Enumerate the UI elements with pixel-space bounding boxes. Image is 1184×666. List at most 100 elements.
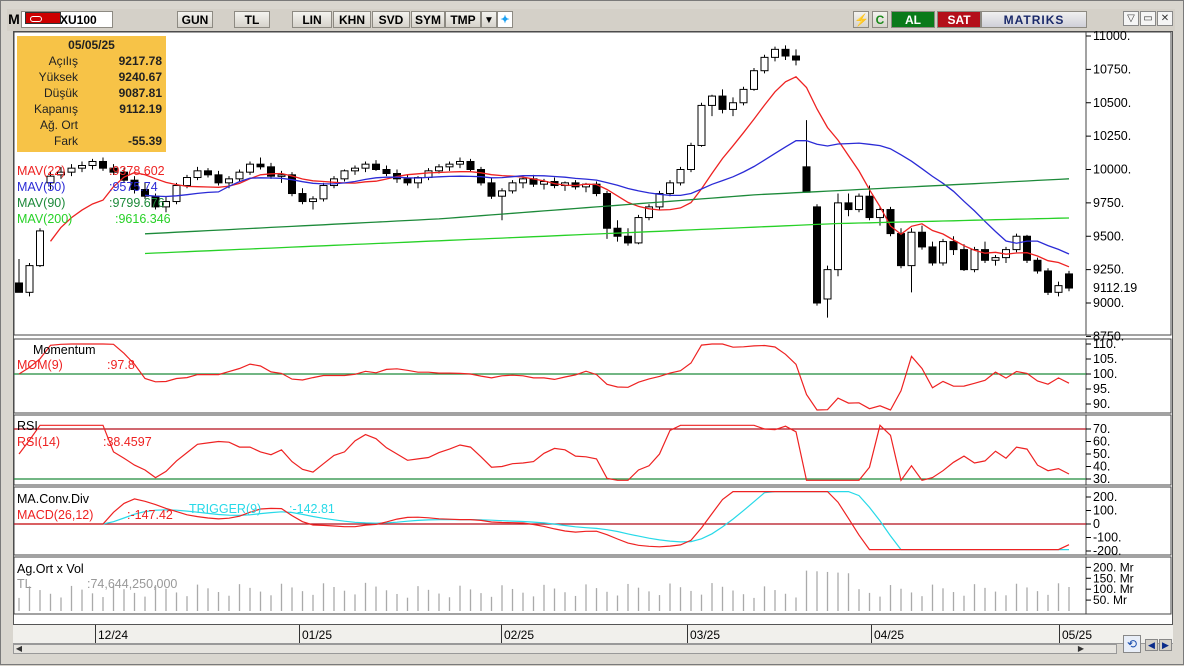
info-row: Yüksek 9240.67 — [17, 70, 166, 86]
mom-tick-label: 100. — [1093, 367, 1117, 381]
momentum-title: Momentum — [33, 343, 96, 357]
scroll-left-icon[interactable]: ◀ — [15, 644, 23, 653]
macd-tick-label: 100. — [1093, 504, 1117, 518]
nav-right-icon[interactable]: ▶ — [1159, 639, 1172, 651]
price-tick-label: 10250. — [1093, 129, 1131, 143]
candle-body — [78, 164, 86, 169]
legend-ma200-name: MAV(200) — [17, 212, 73, 226]
rsi-tick-label: 40. — [1093, 460, 1110, 474]
info-label: Fark — [54, 134, 78, 148]
save-button[interactable]: SVD — [372, 11, 410, 28]
candle-body — [613, 227, 622, 237]
date-gridline — [501, 625, 502, 643]
candle-type-button[interactable]: KHN — [333, 11, 371, 28]
lightning-icon[interactable]: ⚡ — [853, 11, 869, 28]
volume-unit: TL — [17, 577, 32, 591]
exchange-logo-icon — [25, 12, 61, 24]
dropdown-icon[interactable]: ▽ — [1123, 11, 1139, 26]
horizontal-scrollbar[interactable]: ◀ ▶ — [13, 644, 1117, 654]
period-button[interactable]: GUN — [177, 11, 213, 28]
macd-legend: MACD(26,12):-147.42 — [17, 508, 173, 523]
sell-button[interactable]: SAT — [937, 11, 981, 28]
sync-icon[interactable]: ⟲ — [1123, 635, 1141, 653]
candle-body — [183, 177, 191, 187]
momentum-legend: MOM(9):97.8 — [17, 358, 135, 373]
price-tick-label: 9750. — [1093, 196, 1124, 210]
price-tick-label: 10750. — [1093, 62, 1131, 76]
date-tick-label: 02/25 — [504, 628, 535, 642]
ma22-line — [49, 76, 1070, 268]
minimize-icon[interactable]: ▭ — [1140, 11, 1156, 26]
info-row: Ağ. Ort — [17, 118, 166, 134]
candle-body — [897, 233, 905, 267]
candle-body — [960, 249, 968, 271]
candle-body — [655, 193, 664, 208]
vol-tick-label: 150. Mr — [1093, 571, 1134, 585]
ma50-line — [144, 139, 1070, 255]
candle-body — [130, 179, 139, 191]
candle-body — [361, 163, 370, 169]
candle-body — [319, 185, 328, 200]
candle-body — [456, 160, 464, 165]
nav-left-icon[interactable]: ◀ — [1145, 639, 1158, 651]
candle-body — [519, 178, 527, 184]
last-price-bg — [1088, 280, 1162, 297]
close-icon[interactable]: ✕ — [1157, 11, 1173, 26]
candle-body — [781, 48, 790, 57]
macd-tick-label: -200. — [1093, 544, 1122, 558]
legend-ma22-value: :9378.602 — [109, 164, 165, 178]
candle-body — [288, 174, 296, 195]
candle-body — [1023, 235, 1031, 261]
currency-button[interactable]: TL — [234, 11, 270, 28]
candle-body — [624, 235, 632, 244]
linear-scale-button[interactable]: LIN — [292, 11, 332, 28]
info-row: Açılış 9217.78 — [17, 54, 166, 70]
symbol-button[interactable]: SYM — [411, 11, 445, 28]
chart-nav: ⟲ ◀ ▶ — [1119, 633, 1175, 657]
candle-body — [792, 55, 800, 61]
vol-tick-label: 200. Mr — [1093, 560, 1134, 574]
candle-body — [981, 249, 989, 261]
trigger-line — [19, 491, 1069, 551]
info-label: Ağ. Ort — [39, 118, 78, 132]
date-gridline — [871, 625, 872, 643]
candle-body — [57, 171, 65, 176]
pane-frame — [13, 556, 1172, 615]
price-tick-label: 11000. — [1093, 29, 1130, 43]
momentum-name: MOM(9) — [17, 358, 63, 372]
info-value: 9240.67 — [118, 70, 162, 84]
candle-body — [844, 202, 853, 211]
template-button[interactable]: TMP — [445, 11, 481, 28]
candle-body — [351, 167, 359, 172]
date-gridline — [95, 625, 96, 643]
info-label: Düşük — [43, 86, 78, 100]
legend-ma50-value: :9575.74 — [109, 180, 158, 194]
legend-ma50-name: MAV(50) — [17, 180, 66, 194]
candle-body — [225, 178, 233, 184]
volume-title: Ag.Ort x Vol — [17, 562, 84, 576]
candle-body — [813, 206, 821, 304]
rsi-tick-label: 50. — [1093, 447, 1110, 461]
momentum-line — [18, 343, 1070, 411]
refresh-icon[interactable]: C — [872, 11, 888, 28]
pane-frame — [13, 486, 1172, 556]
scroll-right-icon[interactable]: ▶ — [1077, 644, 1085, 653]
candle-body — [498, 190, 506, 197]
candle-body — [36, 230, 44, 267]
candle-body — [109, 167, 118, 173]
candle-body — [277, 174, 286, 177]
buy-button[interactable]: AL — [891, 11, 935, 28]
legend-ma90-value: :9799.676 — [109, 196, 165, 210]
info-value: -55.39 — [127, 134, 162, 148]
candle-body — [15, 282, 23, 293]
dropdown-arrow-icon[interactable]: ▼ — [481, 11, 497, 28]
twitter-icon[interactable]: ✦ — [497, 11, 513, 28]
candle-body — [25, 265, 34, 293]
candle-body — [172, 185, 181, 203]
legend-ma200: MAV(200):9616.346 — [17, 212, 171, 227]
info-value: 9087.81 — [118, 86, 162, 100]
vol-tick-label: 50. Mr — [1093, 593, 1127, 607]
price-tick-label: 9250. — [1093, 263, 1124, 277]
